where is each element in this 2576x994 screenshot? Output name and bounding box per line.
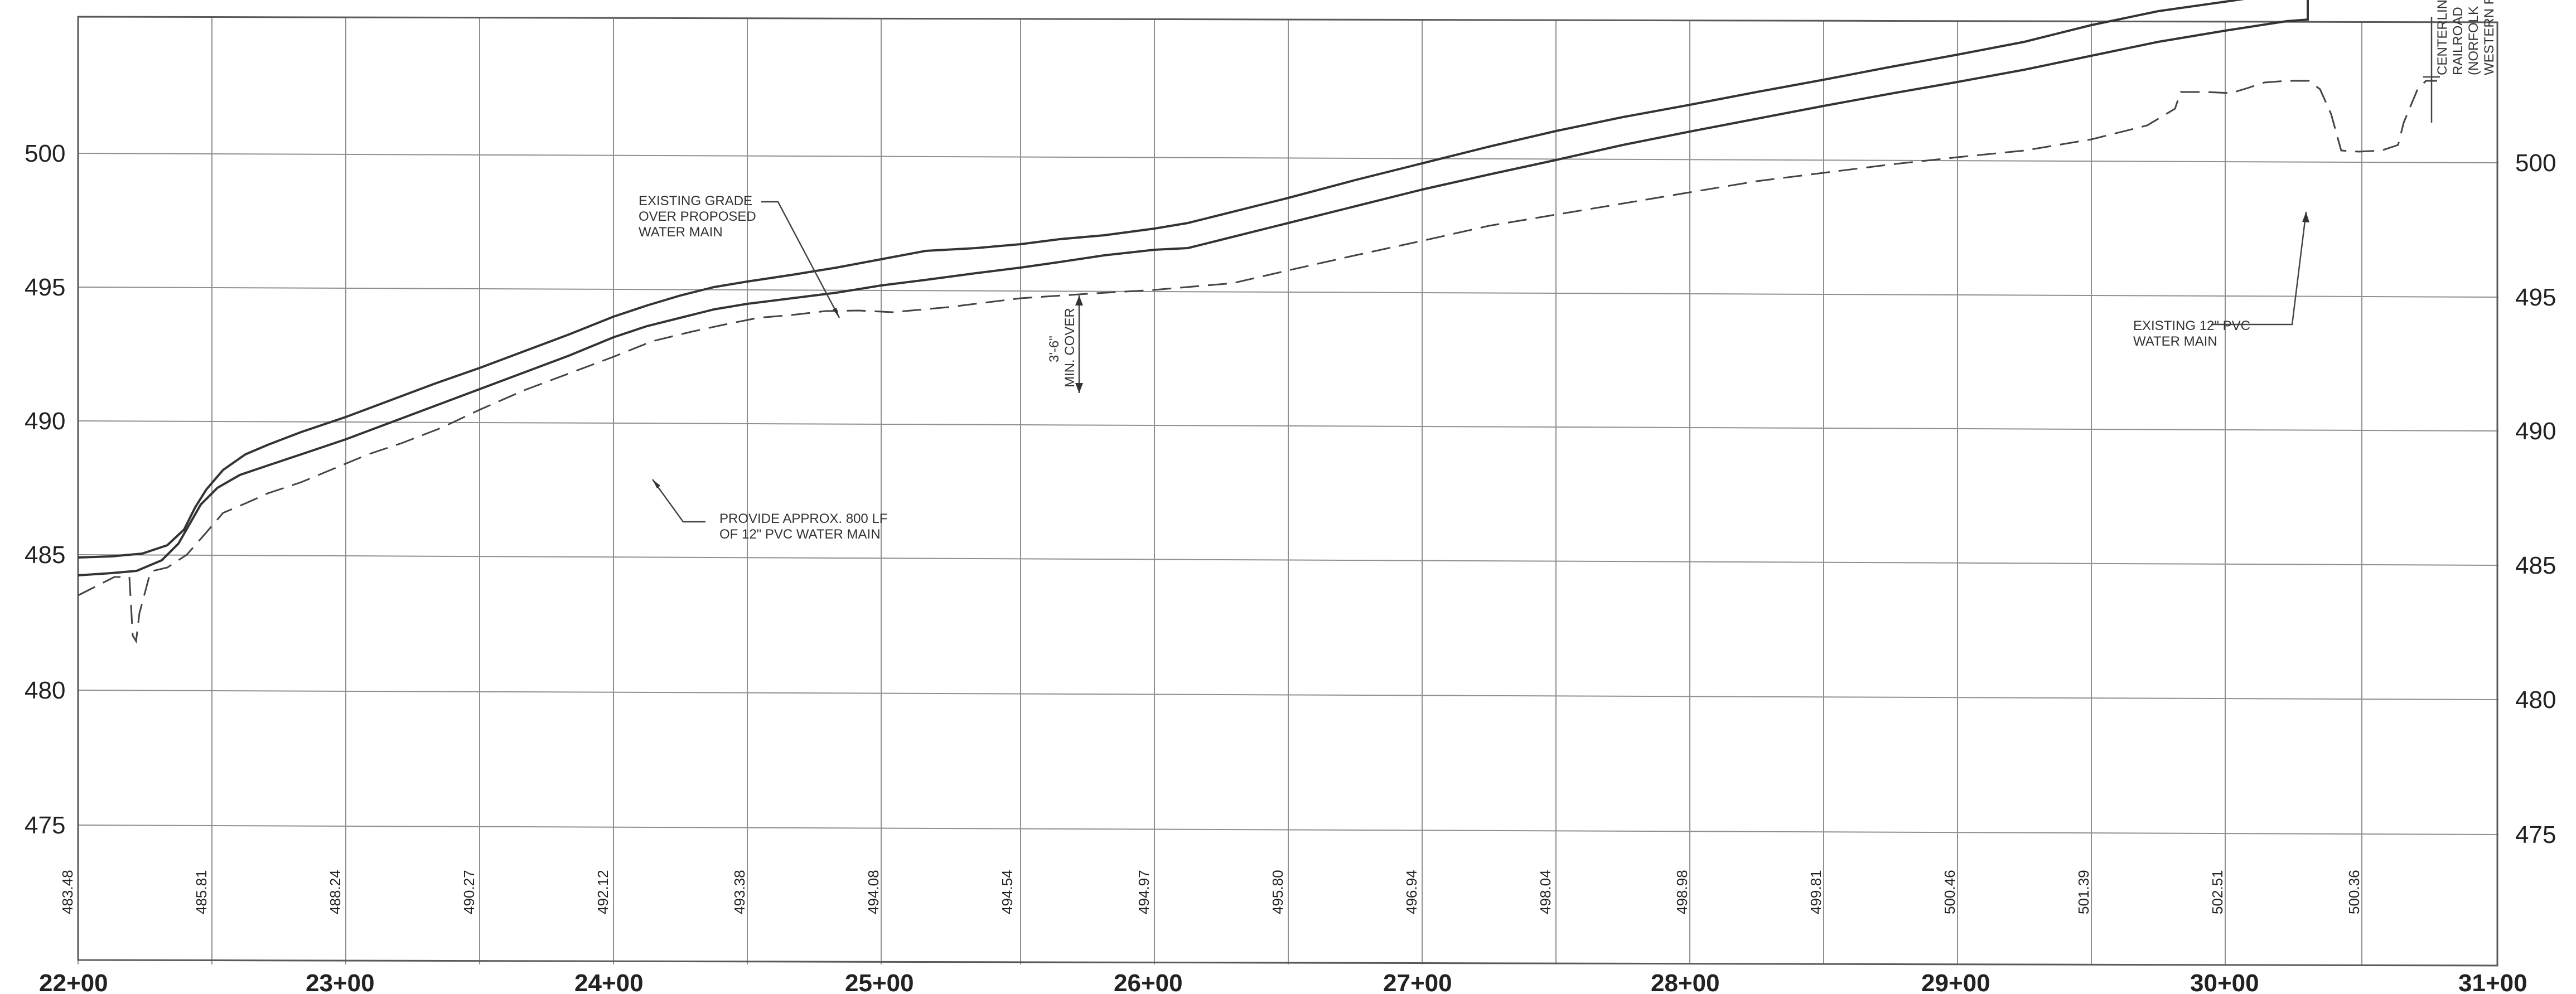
note-line: 3'-6" xyxy=(1047,336,1062,362)
elev-label: 485 xyxy=(2515,552,2556,579)
station-label: 25+00 xyxy=(845,969,914,994)
existing-grade-note: EXISTING GRADE OVER PROPOSED WATER MAIN xyxy=(639,193,756,240)
note-line: OF 12" PVC WATER MAIN xyxy=(719,527,881,542)
station-label: 23+00 xyxy=(306,969,375,994)
elev-label: 495 xyxy=(25,274,65,301)
elevation-axis-right: 500 495 490 485 480 475 xyxy=(2515,149,2556,848)
note-line: PROVIDE APPROX. 800 LF xyxy=(719,511,887,526)
note-line: RAILROAD xyxy=(2451,7,2466,75)
station-label: 29+00 xyxy=(1921,969,1990,994)
grid xyxy=(78,17,2499,964)
elev-label: 500 xyxy=(2515,149,2556,177)
grade-value: 501.39 xyxy=(2075,870,2092,914)
grade-value: 498.98 xyxy=(1674,870,1690,914)
station-label: 26+00 xyxy=(1114,969,1183,994)
note-line: WATER MAIN xyxy=(639,225,723,240)
grade-value: 490.27 xyxy=(461,870,477,914)
existing-grade-line xyxy=(78,80,2437,644)
existing-pvc-note: EXISTING 12" PVC WATER MAIN xyxy=(2133,318,2250,349)
grade-value: 496.94 xyxy=(1403,870,1420,914)
station-label: 30+00 xyxy=(2190,969,2259,994)
grade-value: 494.54 xyxy=(999,870,1016,914)
grade-value: 495.80 xyxy=(1269,870,1286,914)
elev-label: 490 xyxy=(2515,418,2556,445)
min-cover-note: 3'-6" MIN. COVER xyxy=(1047,308,1077,387)
elev-label: 475 xyxy=(25,812,65,839)
note-line: MIN. COVER xyxy=(1062,308,1077,387)
grade-value: 483.48 xyxy=(59,870,76,914)
station-label: 31+00 xyxy=(2458,969,2527,994)
grade-value: 494.97 xyxy=(1135,870,1152,914)
profile-frame xyxy=(77,16,2498,967)
grade-value: 500.46 xyxy=(1941,870,1958,914)
elev-label: 495 xyxy=(2515,284,2556,311)
note-line: WESTERN R xyxy=(2482,0,2497,75)
note-line: CENTERLINE xyxy=(2435,0,2450,75)
station-axis: 22+00 23+00 24+00 25+00 26+00 27+00 28+0… xyxy=(39,969,2527,994)
grade-value: 485.81 xyxy=(193,870,210,914)
grade-value: 492.12 xyxy=(595,870,611,914)
railroad-centerline-note: CENTERLINE RAILROAD (NORFOLK WESTERN R xyxy=(2435,0,2497,75)
water-main-top xyxy=(78,0,2245,559)
elev-label: 480 xyxy=(2515,686,2556,714)
note-line: (NORFOLK xyxy=(2466,6,2481,75)
grade-value: 488.24 xyxy=(327,870,344,914)
grade-value: 493.38 xyxy=(731,870,748,914)
note-line: EXISTING GRADE xyxy=(639,193,752,209)
grade-value: 502.51 xyxy=(2209,870,2226,914)
grade-value: 498.04 xyxy=(1537,870,1554,914)
provide-water-main-note: PROVIDE APPROX. 800 LF OF 12" PVC WATER … xyxy=(719,511,887,542)
station-label: 24+00 xyxy=(574,969,644,994)
elev-label: 485 xyxy=(25,541,65,569)
note-line: EXISTING 12" PVC xyxy=(2133,318,2250,333)
elevation-axis-left: 500 495 490 485 480 475 xyxy=(25,140,65,839)
station-label: 22+00 xyxy=(39,969,108,994)
station-label: 28+00 xyxy=(1651,969,1720,994)
note-line: WATER MAIN xyxy=(2133,334,2217,349)
grade-values: 483.48 485.81 488.24 490.27 492.12 493.3… xyxy=(59,870,2362,914)
grade-value: 499.81 xyxy=(1807,870,1824,914)
note-line: OVER PROPOSED xyxy=(639,209,756,224)
station-label: 27+00 xyxy=(1383,969,1452,994)
note-leaders xyxy=(651,17,2440,523)
elev-label: 475 xyxy=(2515,821,2556,848)
elev-label: 490 xyxy=(25,408,65,435)
grade-value: 500.36 xyxy=(2346,870,2362,914)
elev-label: 480 xyxy=(25,677,65,704)
elev-label: 500 xyxy=(25,140,65,167)
water-main-bottom xyxy=(78,18,2309,576)
grade-value: 494.08 xyxy=(865,870,882,914)
